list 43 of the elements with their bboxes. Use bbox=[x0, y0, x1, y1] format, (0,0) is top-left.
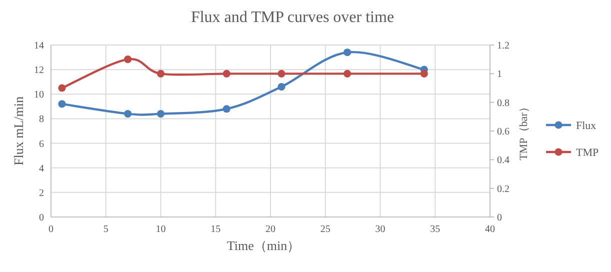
x-tick-label: 40 bbox=[485, 224, 495, 235]
point bbox=[344, 48, 352, 56]
point bbox=[58, 84, 66, 92]
point bbox=[58, 100, 66, 108]
y2-tick-label: 0.2 bbox=[497, 184, 510, 195]
point bbox=[222, 105, 230, 113]
x-tick-label: 25 bbox=[320, 224, 330, 235]
point bbox=[156, 70, 165, 78]
y-tick-label: 6 bbox=[39, 138, 44, 150]
x-tick-label: 5 bbox=[103, 224, 108, 235]
x-tick-label: 35 bbox=[430, 224, 440, 235]
y2-tick-label: 0 bbox=[497, 212, 502, 224]
y2-tick-label: 0.8 bbox=[497, 98, 510, 109]
x-tick-label: 10 bbox=[156, 224, 166, 235]
y2-tick-label: 1.2 bbox=[497, 40, 510, 52]
x-tick-label: 15 bbox=[210, 224, 221, 235]
x-tick-label: 20 bbox=[266, 224, 276, 235]
y2-tick-label: 1 bbox=[497, 69, 502, 80]
point bbox=[344, 70, 352, 78]
point bbox=[124, 110, 132, 118]
point bbox=[124, 56, 132, 64]
y-tick-label: 12 bbox=[34, 65, 44, 76]
x-axis-title: Time（min） bbox=[226, 238, 300, 253]
y2-axis-title: TMP（bar） bbox=[518, 102, 530, 160]
point bbox=[278, 70, 286, 78]
legend-label: TMP bbox=[576, 147, 599, 159]
chart-title: Flux and TMP curves over time bbox=[190, 9, 394, 26]
y-tick-label: 2 bbox=[39, 188, 44, 199]
point bbox=[222, 70, 230, 78]
y-tick-label: 10 bbox=[34, 90, 44, 101]
y2-tick-label: 0.4 bbox=[497, 155, 510, 166]
legend-label: Flux bbox=[576, 120, 597, 132]
point bbox=[278, 82, 286, 91]
y2-tick-label: 0.6 bbox=[497, 126, 510, 138]
y-axis-title: Flux mL/min bbox=[11, 96, 26, 166]
point bbox=[156, 110, 165, 118]
x-tick-label: 0 bbox=[48, 224, 54, 235]
x-tick-label: 30 bbox=[375, 224, 386, 235]
y-tick-label: 14 bbox=[34, 40, 44, 52]
point bbox=[420, 70, 428, 78]
y-tick-label: 4 bbox=[39, 163, 44, 174]
y-tick-label: 0 bbox=[39, 212, 44, 224]
y-tick-label: 8 bbox=[39, 114, 44, 126]
